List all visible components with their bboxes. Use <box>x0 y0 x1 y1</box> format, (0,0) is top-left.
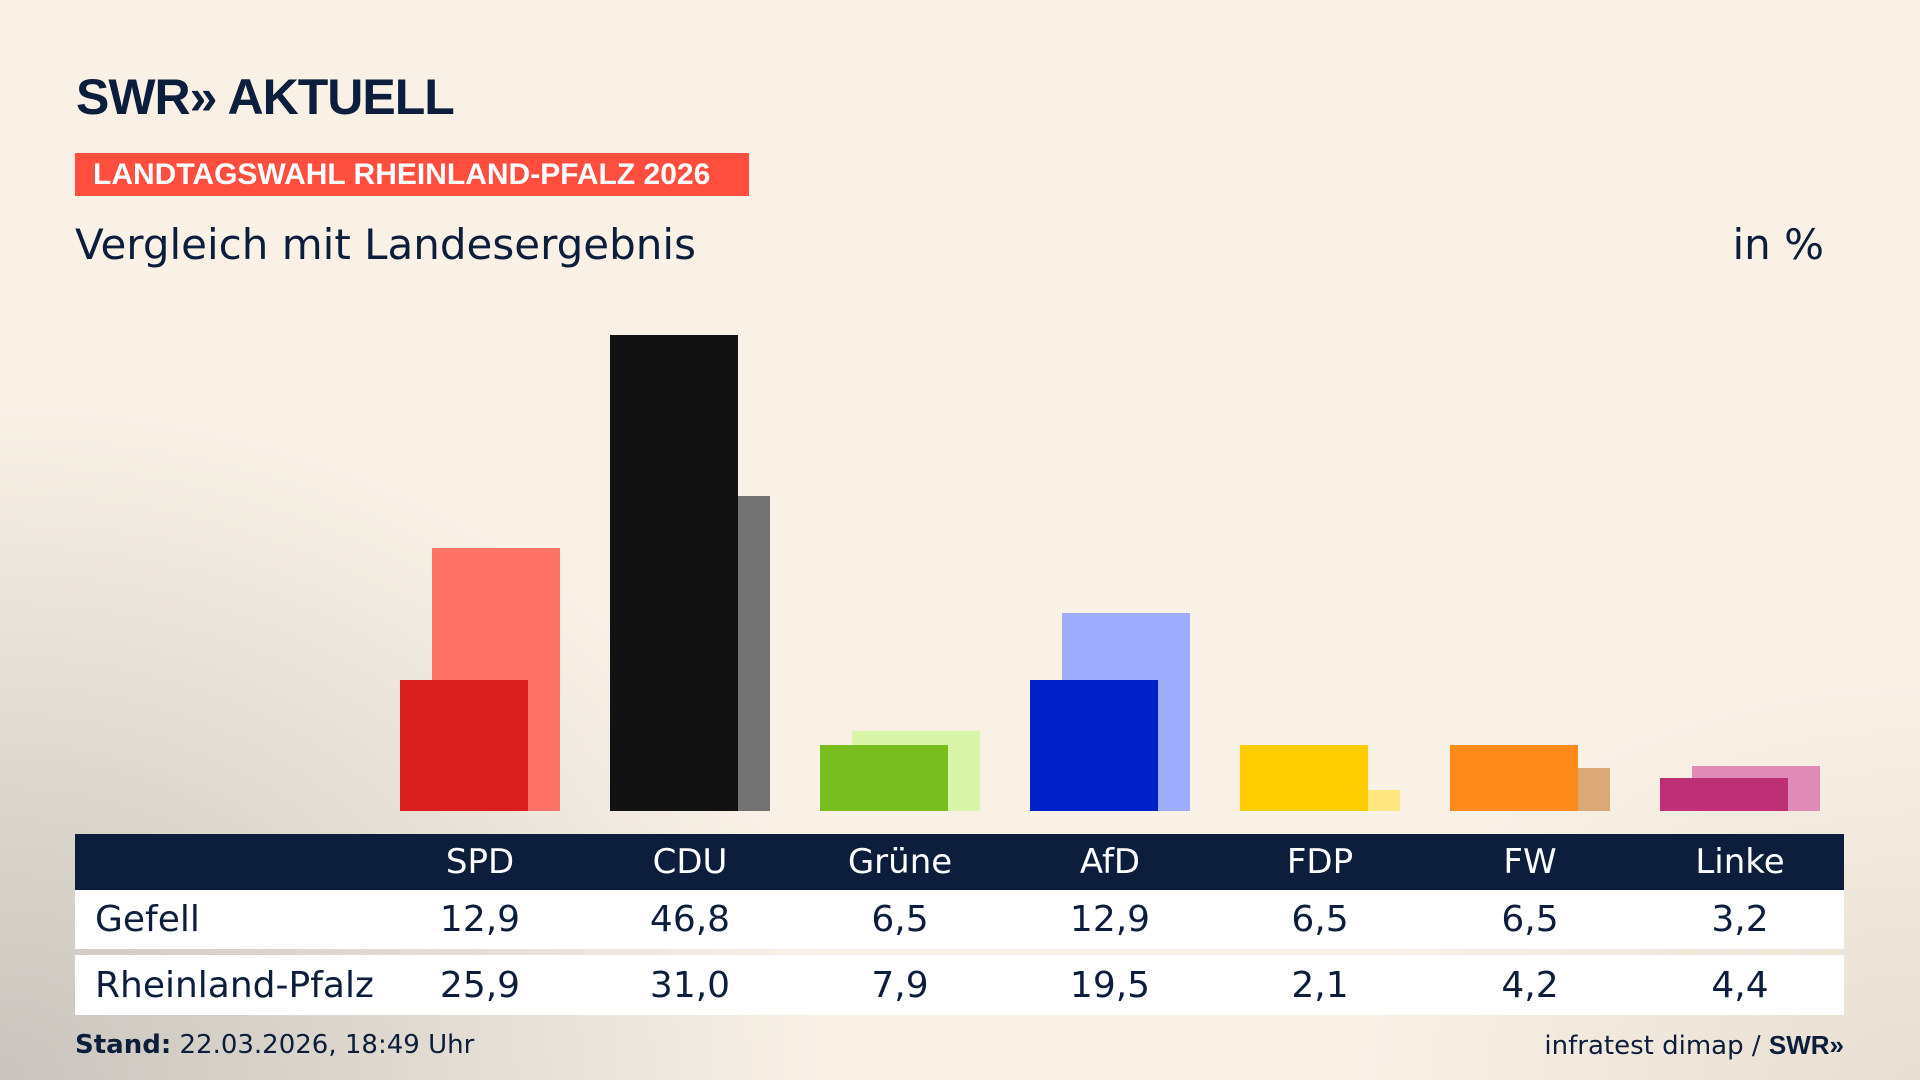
value-cell: 19,5 <box>1069 964 1151 1006</box>
bar-spd-land <box>432 547 560 811</box>
column-header: CDU <box>652 842 728 882</box>
value-cell: 3,2 <box>1711 899 1769 940</box>
bar-grüne-gefell <box>820 744 948 811</box>
source: infratest dimap / SWR» <box>1544 1030 1844 1061</box>
column-header: Grüne <box>847 842 953 882</box>
value-cell: 2,1 <box>1291 964 1349 1006</box>
stand-label: Stand: <box>75 1030 172 1060</box>
value-cell: 4,2 <box>1501 964 1559 1006</box>
row-label: Rheinland-Pfalz <box>95 964 374 1006</box>
table-row: Gefell 12,9 46,8 6,5 12,9 6,5 6,5 3,2 <box>75 890 1844 949</box>
bar-afd-gefell <box>1030 679 1158 811</box>
value-cell: 12,9 <box>1069 899 1151 940</box>
column-header: AfD <box>1079 842 1141 882</box>
value-cell: 6,5 <box>1291 899 1349 940</box>
column-header: Linke <box>1695 842 1785 882</box>
value-cell: 6,5 <box>871 899 929 940</box>
bar-linke-gefell <box>1660 778 1788 811</box>
stand-value: 22.03.2026, 18:49 Uhr <box>171 1030 475 1060</box>
value-cell: 31,0 <box>649 964 731 1006</box>
column-header: FW <box>1503 842 1557 882</box>
value-cell: 46,8 <box>649 899 731 940</box>
value-cell: 4,4 <box>1711 964 1769 1006</box>
swr-logo-small: SWR» <box>1768 1030 1844 1060</box>
timestamp: Stand: 22.03.2026, 18:49 Uhr <box>75 1030 474 1060</box>
value-cell: 7,9 <box>871 964 929 1006</box>
chart-subtitle: Vergleich mit Landesergebnis <box>75 220 696 269</box>
source-text: infratest dimap / <box>1544 1031 1769 1061</box>
row-label: Gefell <box>95 899 200 940</box>
bar-spd-gefell <box>400 679 528 811</box>
table-header: SPD CDU Grüne AfD FDP FW Linke <box>75 834 1844 890</box>
bar-fdp-land <box>1272 789 1400 811</box>
unit-label: in % <box>1732 220 1824 269</box>
swr-aktuell-logo: SWR» AKTUELL <box>76 69 455 125</box>
bar-cdu-gefell <box>610 335 738 811</box>
bar-linke-land <box>1692 766 1820 811</box>
column-header: SPD <box>445 842 515 882</box>
bar-fw-gefell <box>1450 744 1578 811</box>
table-row: Rheinland-Pfalz 25,9 31,0 7,9 19,5 2,1 4,2 4,4 <box>75 955 1844 1015</box>
bar-afd-land <box>1062 612 1190 811</box>
value-cell: 25,9 <box>439 964 521 1006</box>
bar-fw-land <box>1482 768 1610 811</box>
value-cell: 12,9 <box>439 899 521 940</box>
election-banner: LANDTAGSWAHL RHEINLAND-PFALZ 2026 <box>75 153 749 196</box>
value-cell: 6,5 <box>1501 899 1559 940</box>
bar-fdp-gefell <box>1240 744 1368 811</box>
column-header: FDP <box>1286 842 1354 882</box>
bar-grüne-land <box>852 730 980 811</box>
bar-cdu-land <box>642 495 770 811</box>
